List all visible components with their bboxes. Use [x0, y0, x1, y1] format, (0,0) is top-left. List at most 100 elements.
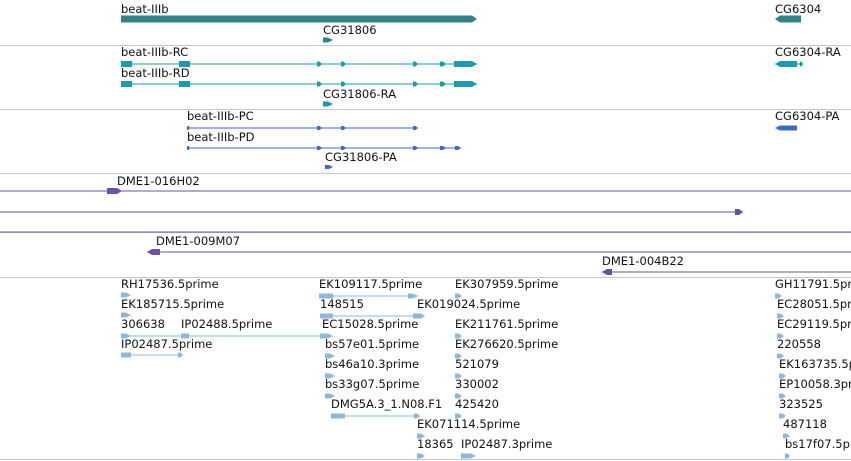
feature-block — [319, 293, 333, 299]
feature-est[interactable]: bs46a10.3prime — [325, 357, 419, 379]
feature-est[interactable]: EK211761.5prime — [455, 317, 558, 339]
feature-est[interactable]: EP10058.3prime — [779, 377, 851, 399]
feature-transcript[interactable]: beat-IIIb-RC — [121, 45, 477, 67]
feature-est[interactable]: 425420 — [455, 397, 499, 419]
feature-est[interactable]: RH17536.5prime — [121, 277, 219, 298]
feature-label: beat-IIIb-RC — [121, 45, 188, 59]
feature-label: IP02488.5prime — [181, 317, 272, 331]
feature-bac-clone[interactable]: DME1-009M07 — [147, 234, 851, 255]
feature-est[interactable]: EK163735.5prime — [779, 357, 851, 379]
feature-est[interactable]: DMG5A.3_1.N08.F1 — [331, 397, 442, 419]
feature-block — [455, 293, 462, 299]
feature-est[interactable]: EK109117.5prime — [319, 277, 422, 299]
feature-protein[interactable]: CG31806-PA — [325, 150, 397, 169]
feature-transcript[interactable]: beat-IIIb-RD — [121, 66, 477, 87]
feature-block — [317, 126, 322, 130]
feature-label: beat-IIIb-PC — [187, 109, 254, 123]
feature-gene[interactable]: CG31806 — [323, 23, 377, 43]
feature-est[interactable]: 330002 — [455, 377, 499, 399]
feature-block — [455, 353, 462, 359]
feature-block — [317, 81, 322, 87]
feature-protein[interactable]: beat-IIIb-PD — [187, 130, 461, 150]
track-bac-clone: DME1-016H02 DME1-009M07 DME1-004B22 — [0, 174, 851, 275]
feature-block — [121, 312, 131, 318]
feature-est[interactable]: 18365 — [417, 437, 454, 459]
feature-block — [779, 393, 786, 399]
feature-block — [413, 61, 418, 67]
feature-block — [454, 61, 477, 67]
feature-block — [408, 293, 418, 299]
feature-est[interactable]: EC15028.5prime — [322, 317, 418, 339]
feature-est[interactable]: 148515 — [320, 297, 425, 319]
feature-block — [121, 15, 477, 23]
feature-block — [187, 146, 190, 150]
feature-block — [455, 393, 462, 399]
feature-block — [455, 146, 461, 150]
feature-est[interactable]: EK185715.5prime — [121, 297, 224, 318]
feature-est[interactable]: EK307959.5prime — [455, 277, 558, 299]
feature-label: EC15028.5prime — [322, 317, 418, 331]
feature-label: EK019024.5prime — [417, 297, 520, 311]
feature-block — [800, 61, 803, 67]
feature-label: DME1-009M07 — [156, 234, 240, 248]
feature-label: 18365 — [417, 437, 454, 451]
feature-protein[interactable]: CG6304-PA — [775, 109, 840, 131]
feature-block — [325, 165, 333, 169]
feature-block — [317, 146, 322, 150]
feature-gene[interactable]: CG6304 — [775, 2, 821, 23]
feature-est[interactable]: bs17f07.5prime — [785, 437, 851, 459]
feature-est[interactable]: EK019024.5prime — [417, 297, 520, 319]
feature-est[interactable]: EK071114.5prime — [417, 417, 520, 439]
feature-block — [341, 81, 346, 87]
feature-est[interactable]: IP02487.3prime — [461, 437, 552, 459]
feature-block — [735, 209, 743, 215]
feature-block — [783, 433, 790, 439]
feature-bac-clone[interactable]: DME1-004B22 — [602, 254, 851, 275]
feature-block — [417, 453, 425, 459]
feature-est[interactable]: bs57e01.5prime — [325, 337, 419, 359]
feature-est[interactable]: 487118 — [783, 417, 827, 439]
feature-est[interactable]: IP02487.5prime — [121, 337, 212, 358]
feature-label: 521079 — [455, 357, 499, 371]
feature-est[interactable]: EC28051.5prime — [777, 297, 851, 319]
feature-block — [777, 313, 784, 319]
feature-est[interactable]: GH11791.5prime — [775, 277, 851, 299]
feature-label: 330002 — [455, 377, 499, 391]
feature-label: EK211761.5prime — [455, 317, 558, 331]
feature-bac-clone[interactable]: DME1-016H02 — [0, 174, 851, 194]
feature-block — [121, 352, 131, 358]
feature-est[interactable]: bs33g07.5prime — [325, 377, 419, 399]
feature-block — [325, 353, 335, 359]
feature-transcript[interactable]: CG31806-RA — [323, 87, 396, 107]
feature-label: GH11791.5prime — [775, 277, 851, 291]
feature-block — [187, 126, 190, 130]
feature-est[interactable]: 306638 — [121, 317, 165, 339]
feature-block — [440, 61, 446, 67]
feature-est[interactable]: EC29119.5prime — [777, 317, 851, 339]
feature-block — [777, 333, 784, 339]
feature-block — [775, 61, 797, 67]
feature-label: CG31806-PA — [325, 150, 397, 164]
feature-label: EC28051.5prime — [777, 297, 851, 311]
feature-label: IP02487.3prime — [461, 437, 552, 451]
feature-block — [455, 373, 462, 379]
feature-block — [325, 393, 335, 399]
feature-est[interactable]: 220558 — [777, 337, 821, 359]
feature-block — [147, 249, 160, 255]
feature-protein[interactable]: beat-IIIb-PC — [187, 109, 418, 130]
feature-label: beat-IIIb — [121, 2, 169, 16]
feature-block — [777, 353, 784, 359]
feature-block — [417, 433, 425, 439]
feature-block — [413, 126, 418, 130]
feature-gene[interactable]: beat-IIIb — [121, 2, 477, 23]
feature-label: 323525 — [779, 397, 823, 411]
feature-label: bs33g07.5prime — [325, 377, 419, 391]
feature-block — [341, 146, 346, 150]
feature-block — [322, 333, 333, 339]
feature-est[interactable]: EK276620.5prime — [455, 337, 558, 359]
feature-label: EP10058.3prime — [779, 377, 851, 391]
feature-transcript[interactable]: CG6304-RA — [775, 45, 841, 67]
feature-bac-clone[interactable] — [0, 209, 743, 215]
feature-est[interactable]: 521079 — [455, 357, 499, 379]
feature-est[interactable]: 323525 — [779, 397, 823, 419]
